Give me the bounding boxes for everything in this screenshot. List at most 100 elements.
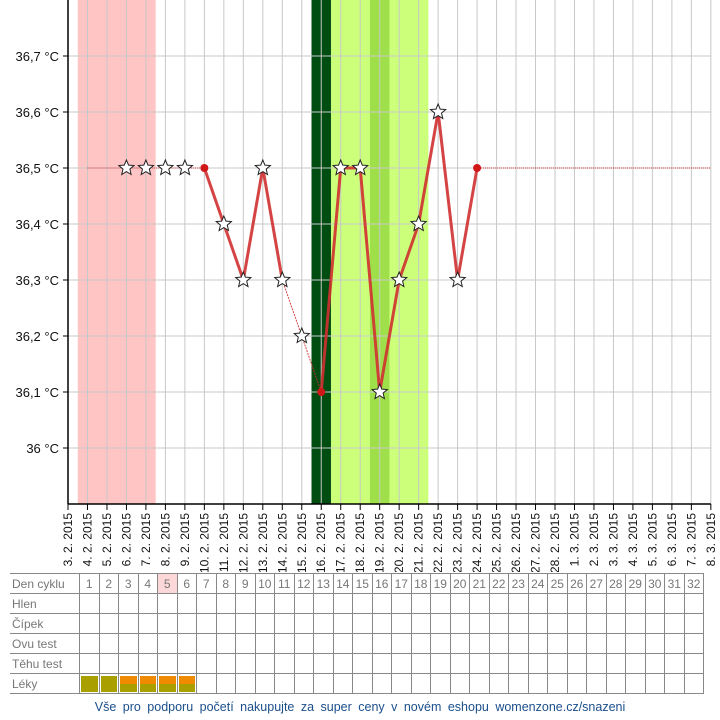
cycle-day-cell: 28 [605,573,626,594]
data-line-segment [417,111,440,225]
record-cell [352,613,373,634]
record-cell [430,613,451,634]
record-cell [644,613,665,634]
x-tick-label: 26. 2. 2015 [509,513,523,572]
record-cell [157,593,178,614]
record-cell [430,653,451,674]
record-cell [293,653,314,674]
cycle-day-cell: 22 [488,573,509,594]
record-cell [430,633,451,654]
record-cell [488,653,509,674]
record-cell [391,633,412,654]
record-cell [547,653,568,674]
record-cell [683,673,704,694]
record-cell [274,613,295,634]
x-tick-label: 20. 2. 2015 [392,513,406,572]
cycle-day-cell: 3 [118,573,139,594]
record-cell [196,633,217,654]
star-marker [176,158,194,176]
record-cell [98,653,119,674]
table-row: Čípek [10,613,704,634]
record-cell [527,673,548,694]
record-cell [118,673,139,694]
y-tick-label: 36,3 °C [15,273,59,288]
cycle-day-cell: 29 [625,573,646,594]
record-cell [410,673,431,694]
table-row: Den cyklu 1 2 3 4 5 6 7 8 9 10 11 12 13 14 15 16 17 18 19 20… [10,573,704,594]
record-cell [566,613,587,634]
x-tick-label: 1. 3. 2015 [567,513,581,567]
record-cell [449,673,470,694]
x-tick-label: 22. 2. 2015 [431,513,445,572]
record-cell [332,653,353,674]
record-cell [508,613,529,634]
cycle-day-cell: 12 [293,573,314,594]
record-cell [371,613,392,634]
record-cell [137,673,158,694]
data-line-segment [261,167,284,281]
x-tick-label: 4. 2. 2015 [80,513,94,567]
x-tick-label: 23. 2. 2015 [451,513,465,572]
record-cell [410,653,431,674]
record-cell [176,673,197,694]
x-tick-label: 25. 2. 2015 [490,513,504,572]
record-cell [469,653,490,674]
record-cell [605,613,626,634]
x-tick-label: 8. 3. 2015 [704,513,718,567]
record-cell [488,613,509,634]
record-cell [625,633,646,654]
record-cell [547,673,568,694]
record-cell [644,633,665,654]
record-cell [196,673,217,694]
record-cell [293,593,314,614]
data-line-segment [378,279,401,393]
record-cell [274,593,295,614]
record-cell [508,653,529,674]
star-marker [409,214,428,232]
cycle-day-cell: 4 [137,573,158,594]
star-marker [351,158,370,176]
record-cell [137,653,158,674]
record-cell [371,593,392,614]
record-cell [137,593,158,614]
x-tick-label: 21. 2. 2015 [412,513,426,572]
x-tick-label: 17. 2. 2015 [334,513,348,572]
cycle-day-cell: 26 [566,573,587,594]
table-row: Léky [10,673,704,694]
record-cell [215,673,236,694]
y-tick-label: 36 °C [26,441,59,456]
record-cell [293,613,314,634]
record-cell [527,593,548,614]
cycle-day-cell: 14 [332,573,353,594]
cycle-day-cell: 8 [215,573,236,594]
record-cell [449,653,470,674]
record-cell [313,653,334,674]
record-cell [469,613,490,634]
data-line-segment [202,167,226,225]
data-line-segment [301,335,322,393]
table-row: Ovu test [10,633,704,654]
record-cell [527,613,548,634]
record-cell [352,593,373,614]
table-row: Hlen [10,593,704,614]
record-cell [566,593,587,614]
cycle-day-cell: 25 [547,573,568,594]
y-tick-label: 36,4 °C [15,217,59,232]
row-label: Den cyklu [10,573,80,594]
record-cell [371,633,392,654]
record-cell [235,613,256,634]
record-cell [430,593,451,614]
record-cell [586,673,607,694]
cycle-day-cell: 31 [664,573,685,594]
x-tick-label: 13. 2. 2015 [256,513,270,572]
record-cell [235,633,256,654]
footer-promo-link[interactable]: Vše pro podporu početí nakupujte za supe… [94,700,626,714]
dot-marker [200,164,209,172]
record-cell [391,613,412,634]
cycle-day-cell: 32 [683,573,704,594]
cycle-day-cell: 24 [527,573,548,594]
record-cell [215,633,236,654]
record-cell [449,593,470,614]
x-tick-label: 5. 3. 2015 [645,513,659,567]
star-marker [117,158,136,176]
